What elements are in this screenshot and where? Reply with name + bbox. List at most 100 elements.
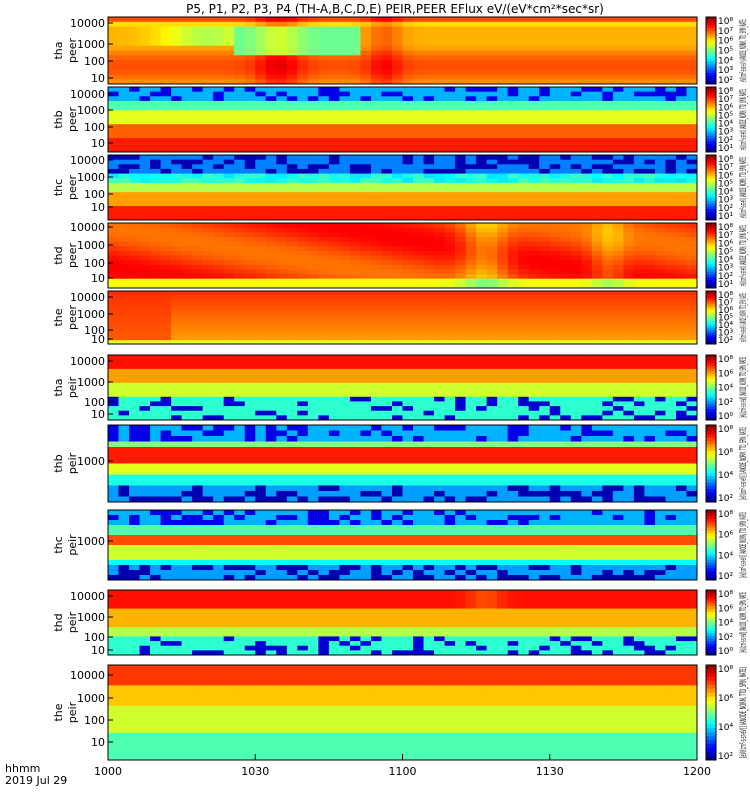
heatmap-cell — [654, 278, 666, 284]
heatmap-cell — [181, 309, 193, 315]
heatmap-cell — [360, 227, 372, 233]
heatmap-cell — [213, 332, 225, 337]
heatmap-cell — [181, 250, 193, 256]
heatmap-cell — [507, 313, 519, 318]
heatmap-cell — [139, 223, 151, 229]
heatmap-cell — [507, 298, 519, 303]
heatmap-cell — [318, 232, 330, 238]
heatmap-cell — [581, 382, 593, 388]
heatmap-cell — [297, 45, 309, 51]
heatmap-cell — [276, 74, 288, 80]
heatmap-cell — [560, 124, 572, 130]
heatmap-cell — [528, 306, 540, 311]
heatmap-cell — [486, 100, 498, 106]
heatmap-cell — [549, 133, 561, 139]
heatmap-cell — [623, 91, 635, 97]
heatmap-cell — [234, 142, 246, 148]
heatmap-cell — [318, 283, 330, 289]
heatmap-cell — [181, 313, 193, 318]
heatmap-cell — [465, 69, 477, 75]
heatmap-cell — [307, 328, 319, 334]
heatmap-cell — [486, 60, 498, 66]
heatmap-cell — [444, 227, 456, 233]
heatmap-cell — [518, 196, 530, 202]
heatmap-cell — [255, 110, 267, 116]
heatmap-cell — [181, 60, 193, 66]
heatmap-cell — [150, 246, 161, 252]
heatmap-cell — [581, 321, 593, 326]
heatmap-cell — [391, 114, 403, 120]
heatmap-cell — [623, 36, 635, 42]
heatmap-cell — [160, 246, 172, 252]
heatmap-cell — [455, 21, 467, 27]
heatmap-cell — [244, 215, 256, 221]
heatmap-cell — [675, 147, 687, 153]
heatmap-cell — [181, 241, 193, 247]
heatmap-cell — [528, 133, 540, 139]
heatmap-cell — [160, 119, 172, 125]
heatmap-cell — [265, 364, 277, 370]
heatmap-cell — [244, 378, 256, 384]
heatmap-cell — [497, 159, 509, 165]
heatmap-cell — [465, 124, 477, 130]
heatmap-cell — [297, 309, 309, 315]
heatmap-cell — [381, 294, 393, 299]
heatmap-cell — [349, 142, 361, 148]
heatmap-cell — [602, 294, 614, 299]
heatmap-cell — [307, 355, 319, 361]
heatmap-cell — [570, 382, 582, 388]
heatmap-cell — [612, 178, 624, 184]
heatmap-cell — [129, 182, 140, 188]
heatmap-cell — [255, 96, 267, 102]
heatmap-cell — [539, 401, 551, 407]
heatmap-cell — [192, 119, 204, 125]
heatmap-cell — [339, 69, 351, 75]
heatmap-cell — [465, 168, 477, 174]
heatmap-cell — [465, 298, 477, 303]
colorbar-label: eV/(cm²-s-sr-eV) (ANODE_NORM, TTD_SPIN_R… — [739, 293, 749, 342]
heatmap-cell — [486, 387, 498, 393]
heatmap-cell — [623, 332, 635, 337]
heatmap-cell — [444, 201, 456, 207]
heatmap-cell — [255, 306, 267, 311]
heatmap-cell — [497, 40, 509, 47]
heatmap-cell — [570, 328, 582, 334]
heatmap-cell — [181, 246, 193, 252]
heatmap-cell — [675, 264, 687, 270]
heatmap-cell — [160, 269, 172, 275]
heatmap-cell — [402, 302, 414, 307]
heatmap-cell — [286, 246, 298, 252]
heatmap-cell — [644, 114, 656, 120]
heatmap-cell — [623, 40, 635, 47]
heatmap-cell — [118, 50, 130, 56]
heatmap-cell — [549, 124, 561, 130]
colorbar-tick-label: 10² — [718, 136, 733, 146]
heatmap-cell — [297, 155, 309, 161]
heatmap-cell — [686, 17, 698, 23]
heatmap-cell — [528, 124, 540, 130]
heatmap-cell — [486, 336, 498, 341]
heatmap-cell — [202, 340, 214, 345]
heatmap-cell — [528, 196, 540, 202]
heatmap-cell — [560, 36, 572, 42]
heatmap-cell — [465, 142, 477, 148]
heatmap-cell — [234, 373, 246, 379]
heatmap-cell — [560, 283, 572, 289]
heatmap-cell — [276, 91, 288, 97]
heatmap-cell — [402, 206, 414, 212]
heatmap-cell — [528, 373, 540, 379]
heatmap-cell — [675, 387, 687, 393]
heatmap-cell — [265, 142, 277, 148]
heatmap-cell — [518, 415, 530, 421]
heatmap-cell — [518, 124, 530, 130]
heatmap-cell — [307, 250, 319, 256]
heatmap-cell — [391, 332, 403, 337]
heatmap-cell — [560, 396, 572, 402]
heatmap-cell — [560, 96, 572, 102]
heatmap-cell — [286, 40, 298, 47]
heatmap-cell — [549, 26, 561, 32]
heatmap-cell — [612, 110, 624, 116]
heatmap-cell — [455, 382, 467, 388]
heatmap-cell — [265, 340, 277, 345]
